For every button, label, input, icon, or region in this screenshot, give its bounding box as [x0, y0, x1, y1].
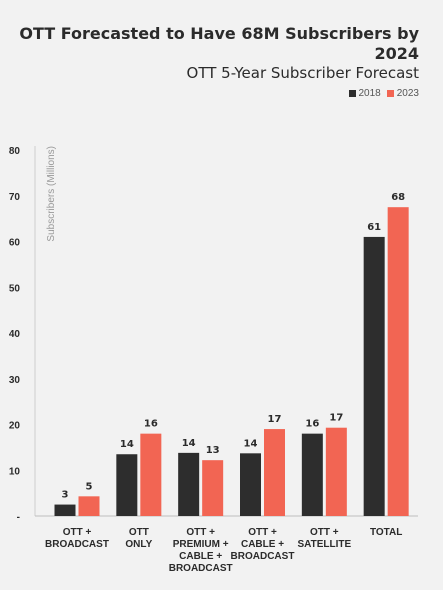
- x-tick-label: BROADCAST: [45, 539, 109, 550]
- x-tick-label: BROADCAST: [231, 551, 295, 562]
- bar-2018-1: [116, 454, 138, 516]
- y-tick-label: 60: [9, 238, 21, 249]
- data-label-2018-4: 16: [305, 419, 319, 430]
- y-tick-label: 40: [9, 329, 21, 340]
- data-label-2018-1: 14: [120, 439, 134, 450]
- chart-title: OTT Forecasted to Have 68M Subscribers b…: [19, 24, 419, 63]
- bar-2018-2: [178, 452, 200, 516]
- legend-item-2018: 2018: [348, 88, 381, 99]
- y-tick-label: 30: [9, 375, 21, 386]
- data-label-2023-3: 17: [268, 414, 282, 425]
- legend-item-2023: 2023: [386, 88, 419, 99]
- data-label-2023-1: 16: [144, 419, 158, 430]
- bar-2018-0: [54, 504, 76, 516]
- data-label-2023-5: 68: [391, 192, 405, 203]
- x-tick-label: OTT +: [248, 527, 277, 538]
- y-tick-label: 10: [9, 466, 21, 477]
- legend-label-2023: 2023: [396, 88, 419, 99]
- data-label-2023-2: 13: [206, 445, 220, 456]
- legend-label-2018: 2018: [358, 88, 381, 99]
- bar-2018-5: [363, 236, 385, 517]
- y-tick-label: 50: [9, 283, 21, 294]
- y-tick-label: 70: [9, 192, 21, 203]
- data-label-2018-5: 61: [367, 222, 381, 233]
- bar-2023-1: [140, 433, 162, 516]
- legend-swatch-2018: [348, 90, 356, 97]
- x-tick-label: OTT: [129, 527, 149, 538]
- y-tick-label: -: [17, 512, 20, 523]
- chart-subtitle: OTT 5-Year Subscriber Forecast: [186, 64, 419, 82]
- x-tick-label: TOTAL: [370, 527, 402, 538]
- bar-2023-0: [78, 496, 100, 516]
- bar-2018-3: [240, 453, 261, 516]
- x-tick-label: CABLE +: [241, 539, 284, 550]
- legend-swatch-2023: [386, 90, 394, 97]
- bar-2023-2: [202, 460, 224, 516]
- y-tick-label: 20: [9, 421, 21, 432]
- data-label-2023-4: 17: [329, 413, 343, 424]
- data-label-2023-0: 5: [86, 481, 93, 492]
- data-label-2018-3: 14: [244, 438, 258, 449]
- x-tick-label: OTT +: [310, 527, 339, 538]
- x-tick-label: OTT +: [186, 527, 215, 538]
- bar-2023-4: [325, 427, 347, 516]
- x-tick-label: SATELLITE: [297, 539, 351, 550]
- bar-2023-5: [387, 207, 409, 516]
- bar-2018-4: [301, 433, 323, 516]
- bar-2023-3: [264, 429, 285, 516]
- y-axis-label: Subscribers (Millions): [46, 146, 57, 242]
- x-tick-label: CABLE +: [179, 551, 222, 562]
- x-tick-label: BROADCAST: [169, 563, 233, 574]
- data-label-2018-2: 14: [182, 438, 196, 449]
- x-tick-label: OTT +: [63, 527, 92, 538]
- legend: 2018 2023: [348, 88, 419, 99]
- data-label-2018-0: 3: [62, 490, 69, 501]
- x-tick-label: ONLY: [125, 539, 152, 550]
- x-tick-label: PREMIUM +: [173, 539, 229, 550]
- y-tick-label: 80: [9, 146, 21, 157]
